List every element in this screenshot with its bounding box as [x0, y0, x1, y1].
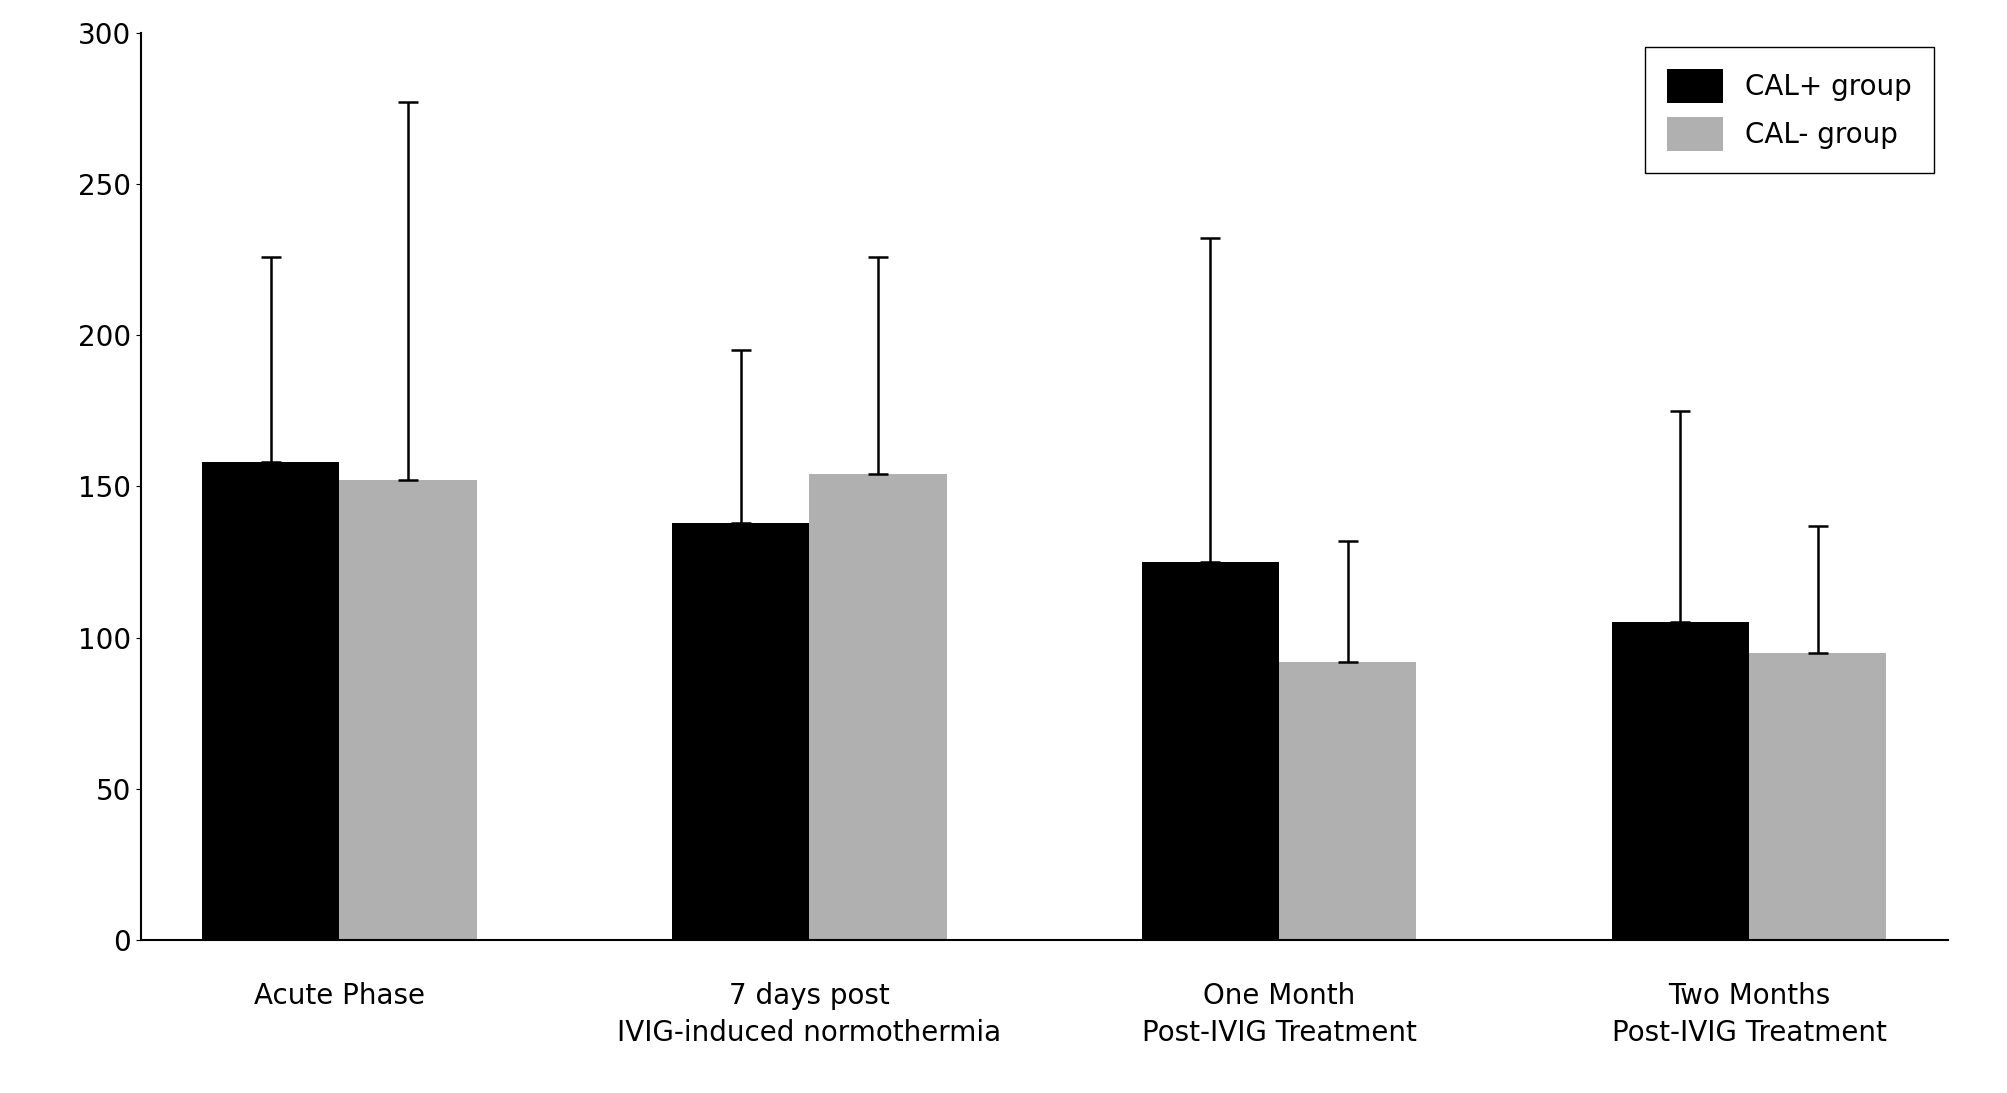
Bar: [1278, 661, 1415, 940]
Bar: [339, 480, 476, 940]
Bar: [1748, 653, 1885, 940]
Bar: [1612, 622, 1748, 940]
Text: Two Months: Two Months: [1668, 983, 1828, 1010]
Text: Post-IVIG Treatment: Post-IVIG Treatment: [1142, 1019, 1415, 1047]
Text: Post-IVIG Treatment: Post-IVIG Treatment: [1612, 1019, 1885, 1047]
Bar: [203, 462, 339, 940]
Bar: [1142, 562, 1278, 940]
Text: Acute Phase: Acute Phase: [253, 983, 425, 1010]
Bar: [809, 474, 945, 940]
Bar: [672, 522, 809, 940]
Text: 7 days post: 7 days post: [729, 983, 889, 1010]
Text: One Month: One Month: [1202, 983, 1355, 1010]
Text: IVIG-induced normothermia: IVIG-induced normothermia: [616, 1019, 1001, 1047]
Legend: CAL+ group, CAL- group: CAL+ group, CAL- group: [1644, 47, 1933, 173]
